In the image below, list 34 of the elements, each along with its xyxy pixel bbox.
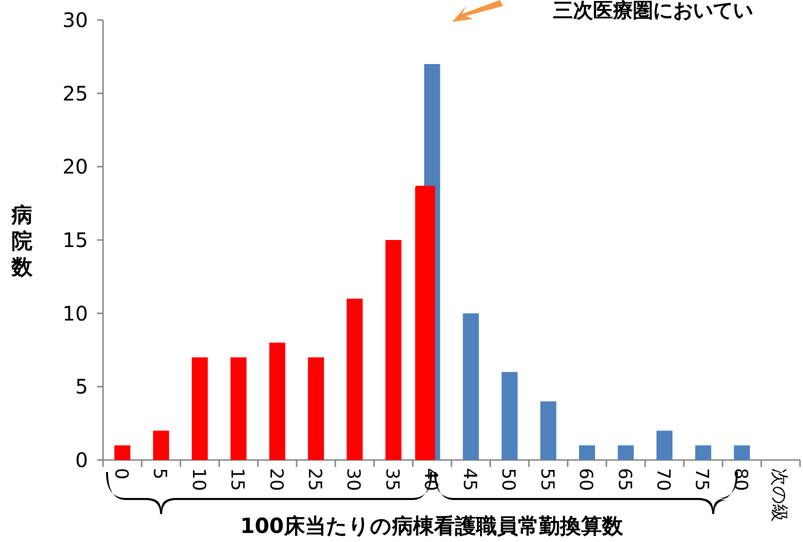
bar [502, 372, 518, 460]
x-tick-label: 75 [691, 468, 712, 491]
y-tick-label: 15 [62, 228, 88, 252]
bar [579, 445, 596, 460]
x-tick-label: 0 [110, 468, 132, 480]
x-tick-label: 15 [226, 468, 248, 491]
x-tick-label: 55 [536, 468, 558, 491]
x-axis-title: 100床当たりの病棟看護職員常勤換算数 [240, 514, 624, 538]
x-tick-label: 70 [652, 468, 674, 491]
bar [415, 186, 436, 460]
annotation: 三次医療圏においてい [553, 0, 753, 22]
x-tick-label: 65 [614, 468, 635, 491]
bar [618, 445, 634, 460]
bar [462, 313, 479, 460]
x-tick-label: 5 [149, 468, 170, 480]
y-tick-label: 20 [62, 154, 88, 179]
y-axis-title: 病院数 [10, 203, 34, 279]
bar [656, 430, 672, 460]
x-tick-label: 45 [458, 468, 480, 491]
y-tick-label: 25 [62, 81, 88, 106]
bar [734, 445, 750, 460]
x-tick-label: 50 [498, 468, 519, 491]
y-tick-label: 10 [62, 301, 88, 326]
x-tick-label: 35 [381, 468, 402, 491]
x-tick-label: 30 [342, 468, 364, 491]
x-tick-label: 10 [188, 468, 209, 491]
bar [695, 445, 712, 460]
bar [540, 401, 556, 460]
y-tick-label: 30 [62, 8, 88, 32]
x-tick-label: 25 [304, 468, 325, 491]
x-tick-label: 60 [575, 468, 596, 491]
y-tick-label: 5 [75, 374, 88, 399]
x-tick-label: 20 [265, 468, 286, 491]
x-tick-label: 次の級 [768, 468, 790, 522]
